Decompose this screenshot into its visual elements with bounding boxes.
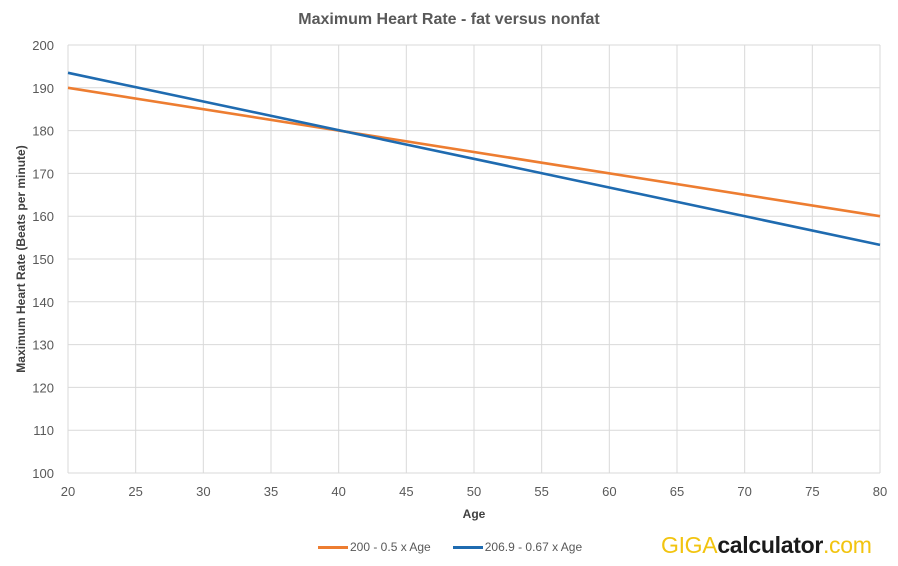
x-tick-label: 30	[196, 484, 210, 499]
y-tick-label: 110	[33, 423, 54, 438]
x-tick-label: 80	[873, 484, 887, 499]
legend-swatch-orange	[318, 545, 348, 549]
chart-title: Maximum Heart Rate - fat versus nonfat	[298, 11, 600, 28]
x-tick-label: 20	[61, 484, 75, 499]
y-tick-labels: 100 110 120 130 140 150 160 170 180 190 200	[32, 38, 54, 481]
y-tick-label: 160	[32, 209, 54, 224]
x-tick-label: 35	[264, 484, 278, 499]
y-tick-label: 180	[32, 124, 54, 139]
x-axis-label: Age	[463, 507, 486, 521]
x-tick-label: 25	[128, 484, 142, 499]
y-tick-label: 100	[32, 466, 54, 481]
y-tick-label: 140	[32, 295, 54, 310]
legend-label: 206.9 - 0.67 x Age	[484, 540, 583, 554]
y-tick-label: 200	[32, 38, 54, 53]
legend-item-orange: 200 - 0.5 x Age	[318, 540, 431, 554]
y-tick-label: 190	[32, 81, 54, 96]
x-tick-label: 60	[602, 484, 616, 499]
series-line-0	[67, 86, 881, 218]
x-tick-label: 55	[534, 484, 548, 499]
legend: 200 - 0.5 x Age 206.9 - 0.67 x Age	[318, 540, 582, 554]
legend-label: 200 - 0.5 x Age	[350, 540, 431, 554]
y-axis-label: Maximum Heart Rate (Beats per minute)	[14, 145, 28, 372]
legend-swatch-blue	[452, 545, 483, 549]
y-tick-label: 170	[32, 166, 54, 181]
y-tick-label: 130	[32, 338, 54, 353]
x-tick-label: 65	[670, 484, 684, 499]
legend-item-blue: 206.9 - 0.67 x Age	[452, 540, 583, 554]
gigacalculator-logo: GIGAcalculator.com	[661, 532, 872, 558]
x-tick-label: 50	[467, 484, 481, 499]
x-tick-labels: 20 25 30 35 40 45 50 55 60 65 70 75 80	[61, 484, 887, 499]
x-tick-label: 75	[805, 484, 819, 499]
x-tick-label: 70	[737, 484, 751, 499]
gridlines	[67, 44, 881, 474]
series-line-1	[67, 71, 881, 247]
y-tick-label: 120	[32, 380, 54, 395]
x-tick-label: 40	[331, 484, 345, 499]
y-tick-label: 150	[32, 252, 54, 267]
x-tick-label: 45	[399, 484, 413, 499]
series-lines	[67, 71, 881, 247]
